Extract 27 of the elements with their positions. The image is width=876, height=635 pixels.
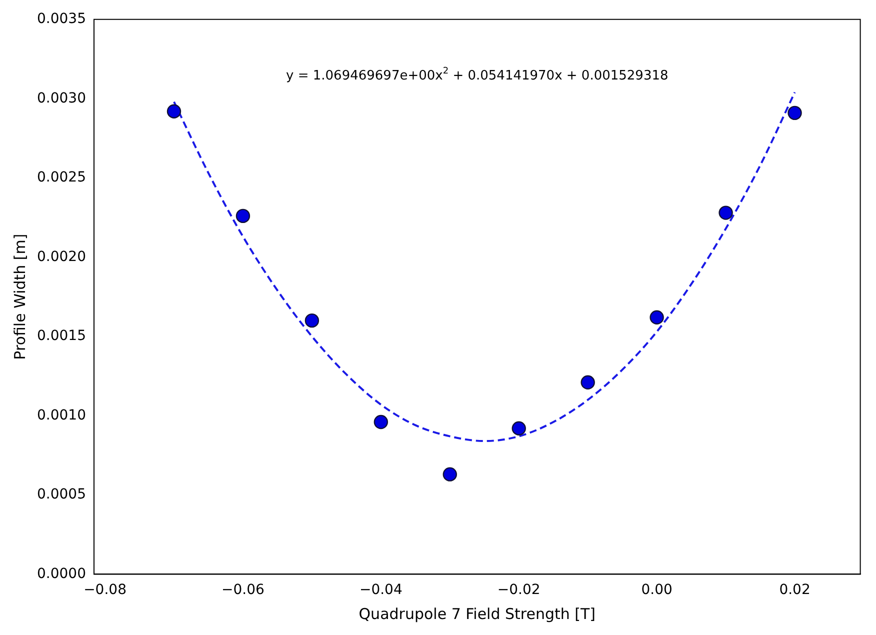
y-tick-label: 0.0000	[36, 566, 86, 582]
point	[236, 208, 250, 224]
x-tick-label: 0.02	[779, 582, 810, 598]
y-tick-label: 0.0015	[36, 328, 86, 344]
x-tick-label: −0.08	[84, 582, 126, 598]
y-tick-label: 0.0010	[36, 407, 86, 424]
x-tick-label: −0.04	[359, 582, 402, 598]
x-tick-label: −0.02	[497, 582, 540, 598]
x-tick-label: −0.06	[222, 582, 265, 598]
point	[580, 375, 595, 390]
point	[442, 467, 457, 482]
y-tick-label: 0.0035	[36, 11, 86, 28]
point	[374, 414, 388, 430]
point	[718, 206, 733, 220]
y-tick-label: 0.0020	[36, 248, 86, 265]
y-axis-title: Profile Width [m]	[10, 234, 29, 360]
point	[650, 310, 664, 325]
y-tick-label: 0.0025	[36, 170, 86, 186]
x-tick-label: 0.00	[641, 582, 672, 598]
point	[166, 104, 182, 118]
point	[512, 421, 526, 436]
y-tick-label: 0.0005	[36, 486, 86, 503]
point	[304, 313, 320, 328]
y-tick-label: 0.0030	[36, 90, 86, 106]
line-series	[173, 91, 796, 442]
x-axis-title: Quadrupole 7 Field Strength [T]	[358, 604, 596, 623]
point	[788, 106, 802, 120]
